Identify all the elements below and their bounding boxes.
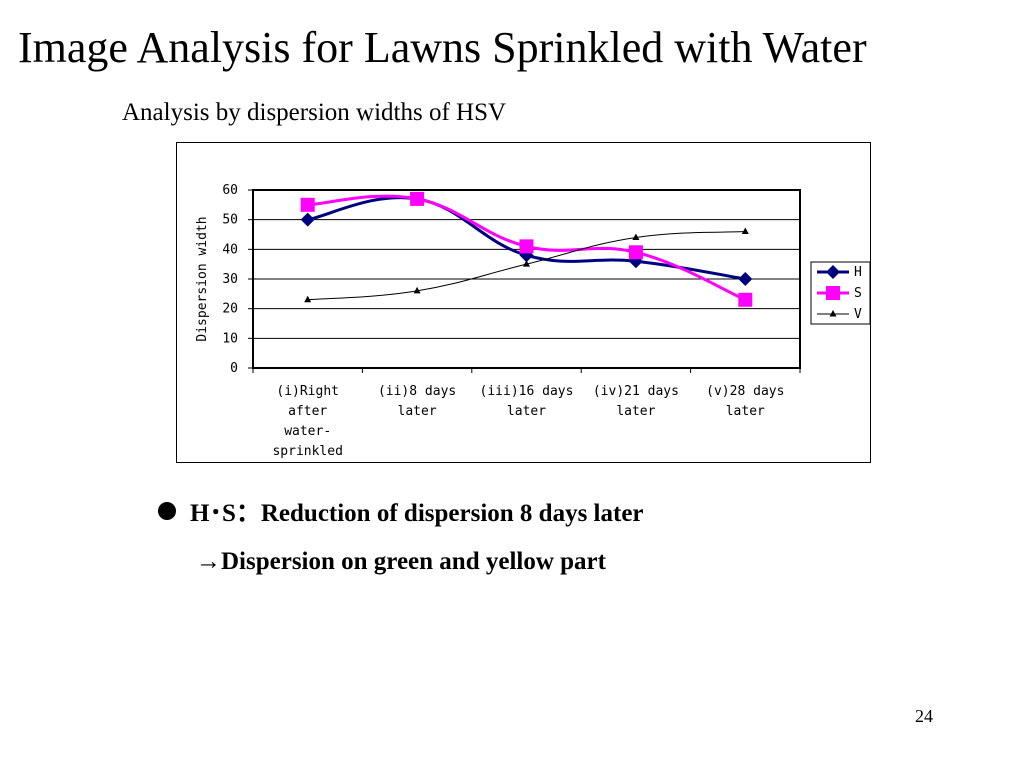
- chart-frame: 0 10 20 30 40 50 60 (i)Right after water-sprinkle…: [176, 142, 871, 463]
- y-axis-label: Dispersion width: [195, 216, 210, 341]
- x-tick-label: (i)Right after water-sprinkled: [272, 384, 342, 459]
- legend-marker-h: [826, 265, 840, 279]
- bullet-item-2: →Dispersion on green and yellow part: [158, 538, 644, 586]
- bullet-dot-icon: [158, 502, 176, 520]
- legend-label-h: H: [854, 265, 862, 280]
- data-point-s: [628, 245, 643, 260]
- data-point-h: [519, 248, 534, 263]
- x-tick-label: (ii)8 days later: [378, 384, 456, 419]
- y-tick-label: 0: [230, 361, 238, 376]
- data-point-v: [304, 295, 312, 303]
- bullet-text: Reduction of dispersion 8 days later: [260, 500, 644, 527]
- data-point-s: [300, 197, 315, 212]
- slide-title: Image Analysis for Lawns Sprinkled with …: [18, 23, 867, 72]
- bullet-list: H･S：Reduction of dispersion 8 days later…: [158, 490, 644, 586]
- data-point-s: [410, 191, 425, 206]
- y-tick-label: 50: [222, 213, 238, 228]
- y-tick-label: 10: [222, 331, 238, 346]
- x-tick-label: (v)28 days later: [706, 384, 784, 419]
- legend-marker-s: [826, 286, 840, 300]
- data-point-v: [632, 233, 640, 240]
- bullet-prefix: H･S：: [190, 500, 261, 527]
- y-tick-label: 40: [222, 242, 238, 257]
- bullet-text: →Dispersion on green and yellow part: [196, 548, 606, 575]
- y-tick-label: 30: [222, 272, 238, 287]
- data-point-s: [738, 292, 753, 307]
- y-tick-label: 20: [222, 302, 238, 317]
- legend-label-s: S: [854, 286, 862, 301]
- slide-subtitle: Analysis by dispersion widths of HSV: [122, 99, 507, 126]
- legend-marker-v: [829, 310, 837, 317]
- data-point-v: [741, 227, 749, 235]
- x-tick-label: (iv)21 days later: [593, 384, 679, 419]
- legend-label-v: V: [854, 307, 862, 322]
- data-point-v: [523, 260, 530, 267]
- page-number: 24: [915, 706, 933, 726]
- y-tick-label: 60: [222, 183, 238, 198]
- data-point-v: [413, 286, 421, 294]
- dispersion-line-chart: 0 10 20 30 40 50 60 (i)Right after water-sprinkle…: [195, 183, 871, 459]
- data-point-h: [738, 272, 753, 286]
- data-point-s: [519, 239, 534, 254]
- x-tick-label: (iii)16 days later: [480, 384, 574, 419]
- data-point-h: [300, 212, 315, 227]
- bullet-item-1: H･S：Reduction of dispersion 8 days later: [158, 490, 644, 538]
